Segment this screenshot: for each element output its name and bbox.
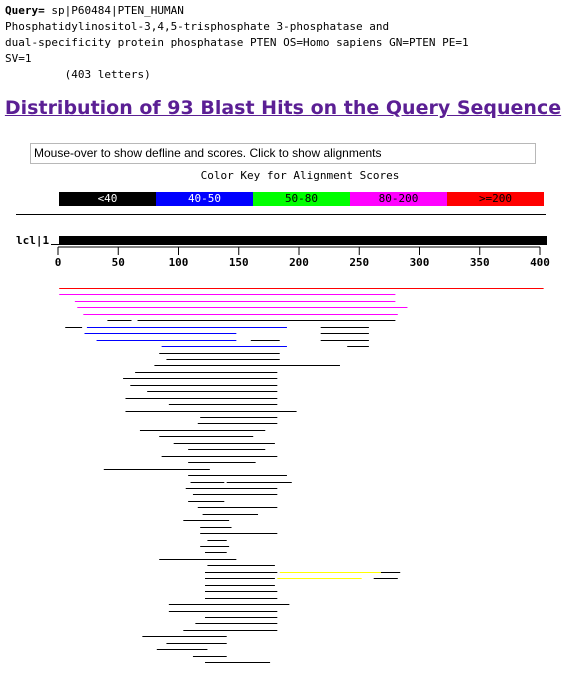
color-key-range: 40-50: [156, 192, 253, 206]
defline-display-box[interactable]: Mouse-over to show defline and scores. C…: [30, 143, 536, 164]
color-key-title: Color Key for Alignment Scores: [200, 169, 400, 182]
query-prefix: Query=: [5, 4, 45, 17]
query-description-line1: Phosphatidylinositol-3,4,5-trisphosphate…: [5, 20, 390, 33]
query-bar-connector: [51, 244, 59, 245]
query-sequence-bar: [59, 236, 547, 245]
color-key-range: 80-200: [350, 192, 447, 206]
query-bar-label: lcl|1: [16, 234, 50, 247]
axis-tick-label: 250: [349, 256, 369, 269]
axis-tick-label: 400: [530, 256, 550, 269]
page-title: Distribution of 93 Blast Hits on the Que…: [4, 97, 562, 119]
axis-tick-label: 50: [112, 256, 125, 269]
query-length: (403 letters): [5, 68, 151, 81]
axis-tick-label: 200: [289, 256, 309, 269]
axis-tick-label: 300: [410, 256, 430, 269]
query-info: Query= sp|P60484|PTEN_HUMAN Phosphatidyl…: [5, 3, 469, 83]
color-key-range: >=200: [447, 192, 544, 206]
axis-tick-label: 150: [229, 256, 249, 269]
query-description-line3: SV=1: [5, 52, 32, 65]
color-key-range: 50-80: [253, 192, 350, 206]
axis-tick-label: 350: [470, 256, 490, 269]
section-divider: [16, 214, 546, 215]
query-description-line2: dual-specificity protein phosphatase PTE…: [5, 36, 469, 49]
axis-tick-label: 0: [55, 256, 62, 269]
color-key-range: <40: [59, 192, 156, 206]
query-id: sp|P60484|PTEN_HUMAN: [44, 4, 184, 17]
axis-tick-label: 100: [169, 256, 189, 269]
color-key-legend: <40 40-50 50-80 80-200 >=200: [59, 192, 544, 206]
